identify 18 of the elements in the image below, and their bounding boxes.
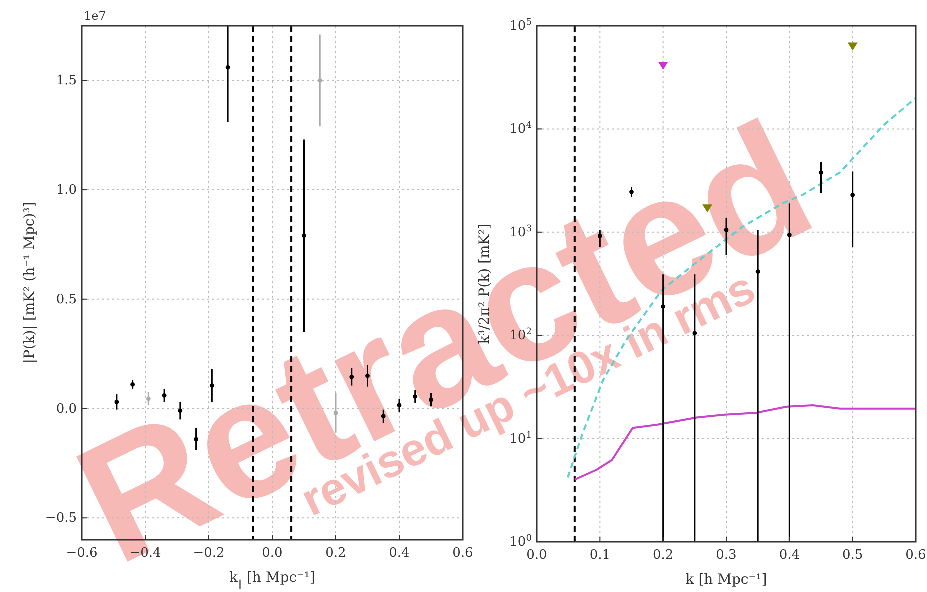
- y-tick-label: 10$^{5}$: [510, 18, 532, 34]
- point: [658, 62, 668, 70]
- x-tick-label: 0.6: [906, 548, 926, 563]
- point: [819, 170, 824, 176]
- point: [850, 192, 856, 198]
- x-axis-title: k$_{∥}$ [h Mpc⁻¹]: [230, 570, 316, 590]
- x-tick-label: 0.5: [842, 548, 864, 563]
- point: [226, 65, 230, 70]
- point: [318, 78, 322, 83]
- point: [848, 42, 858, 51]
- y-tick-label: −0.5: [45, 511, 77, 526]
- text: 1e7: [84, 9, 106, 23]
- y-tick-label: 0.0: [56, 402, 77, 417]
- y-tick-label: 1.5: [56, 74, 77, 89]
- y-tick-label: 0.5: [56, 292, 77, 308]
- x-axis-title: k [h Mpc⁻¹]: [686, 572, 768, 588]
- y-axis-title: |P(k)| [mK² (h⁻¹ Mpc)³]: [22, 202, 38, 364]
- y-tick-label: 1.0: [56, 183, 77, 198]
